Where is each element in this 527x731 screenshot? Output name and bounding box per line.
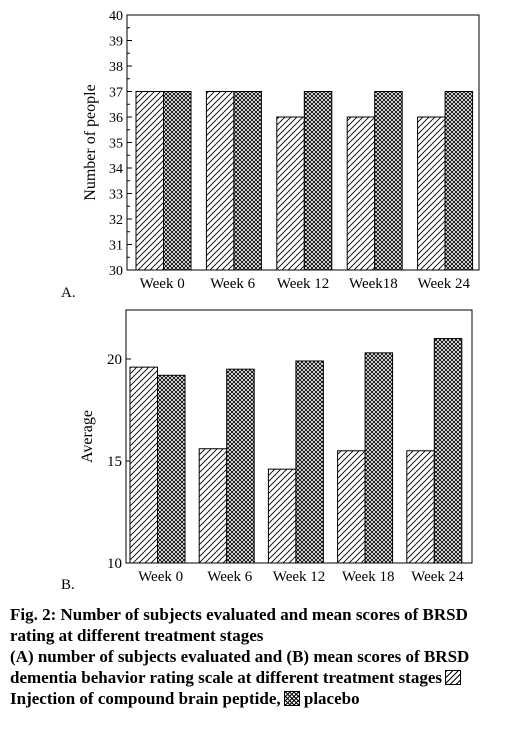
chart-a-category-label: Week 12 [277,276,330,292]
caption-line-3: (A) number of subjects evaluated and (B)… [10,647,470,666]
chart-b-category-label: Week 12 [273,569,326,585]
chart-a-ytick-label: 30 [109,264,123,279]
caption-line-5-end: placebo [303,689,360,708]
chart-a-ytick-label: 35 [109,137,123,152]
chart-a-bar-s1-1 [135,91,164,271]
chart-b-category-label: Week 18 [342,569,395,585]
chart-a-ytick-label: 38 [109,60,123,75]
chart-a-ytick-label: 40 [109,9,123,24]
chart-a-bar-s1-4 [346,116,376,271]
chart-a-panel-letter: A. [61,285,76,301]
crosshatch-legend-swatch [283,691,300,706]
chart-a-ytick-label: 36 [109,111,123,126]
chart-a-category-label: Week 6 [210,276,256,292]
chart-b-bar-s1-1 [129,366,158,564]
chart-b-bar-s2-5 [433,338,463,564]
chart-a-bar-s1-2 [205,91,235,271]
chart-b-bar-s2-3 [295,360,324,564]
chart-a-bar-s2-4 [374,91,403,271]
figure: 30 31 32 33 34 35 36 37 38 39 40 Week 0 Week 6 Week 1… [61,9,480,593]
chart-b-bar-s1-2 [198,448,228,564]
chart-a-category-label: Week18 [349,276,398,292]
chart-a-bar-s2-1 [163,91,192,271]
chart-a-bar-s1-5 [417,116,446,271]
chart-panel-b: 10 15 20 Week 0 Week 6 Week 12 Week 18 Week 24 A… [61,309,473,593]
chart-b-panel-letter: B. [61,577,75,593]
chart-a-ytick-label: 39 [109,35,123,50]
chart-b-bar-s2-2 [226,368,255,564]
chart-b-category-label: Week 0 [138,569,183,585]
chart-a-bar-s2-2 [233,91,262,271]
caption-line-2: rating at different treatment stages [10,626,264,645]
chart-a-bar-s2-3 [303,91,333,271]
chart-a-category-label: Week 24 [418,276,471,292]
chart-a-ytick-label: 31 [109,239,123,254]
chart-a-ytick-label: 33 [109,188,123,203]
chart-a-ytick-label: 34 [109,162,123,177]
caption-line-1: Fig. 2: Number of subjects evaluated and… [10,605,468,624]
chart-a-category-label: Week 0 [140,276,185,292]
chart-b-bar-s1-4 [337,450,366,564]
chart-b-category-label: Week 24 [411,569,464,585]
chart-b-bar-s2-1 [157,374,186,564]
chart-b-bar-s1-5 [406,450,435,564]
chart-panel-a: 30 31 32 33 34 35 36 37 38 39 40 Week 0 Week 6 Week 1… [61,9,480,301]
chart-b-ytick-label: 20 [107,352,122,368]
chart-b-y-axis-title: Average [79,410,96,463]
caption-line-5: Injection of compound brain peptide, [10,689,281,708]
chart-b-category-label: Week 6 [207,569,253,585]
chart-b-bar-s1-3 [267,468,297,564]
caption-line-4: dementia behavior rating scale at differ… [10,668,442,687]
figure-caption: Fig. 2: Number of subjects evaluated and… [10,604,522,709]
chart-a-ytick-label: 32 [109,213,123,228]
caption-line-4-wrap: dementia behavior rating scale at differ… [10,667,522,688]
chart-a-bar-s2-5 [444,91,474,271]
chart-a-bar-s1-3 [276,116,305,271]
chart-a-y-axis-title: Number of people [82,84,99,200]
chart-a-ytick-label: 37 [109,86,123,101]
chart-b-ytick-label: 10 [107,556,122,572]
caption-line-5-wrap: Injection of compound brain peptide, pla… [10,688,522,709]
chart-b-bar-s2-4 [364,352,394,564]
chart-b-ytick-label: 15 [107,454,122,470]
hatch-legend-swatch [445,670,461,685]
